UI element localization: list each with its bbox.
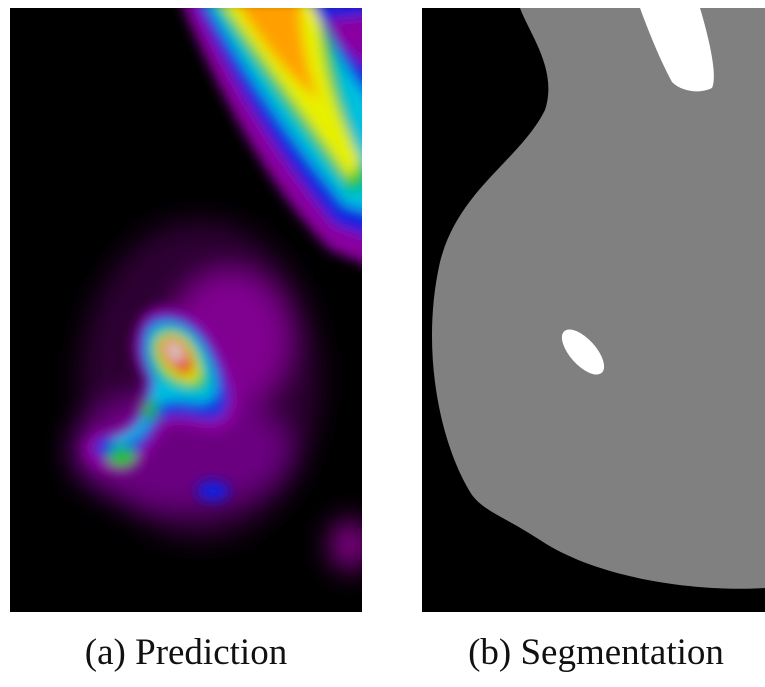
figure: (a) Prediction (b) Segmentation xyxy=(0,0,765,682)
segmentation-panel xyxy=(422,8,765,612)
prediction-panel xyxy=(10,0,380,612)
caption: (b) Segmentation xyxy=(468,632,724,673)
page: (a) Prediction (b) Segmentation (() => {… xyxy=(0,0,765,682)
caption: (a) Prediction xyxy=(85,632,287,673)
